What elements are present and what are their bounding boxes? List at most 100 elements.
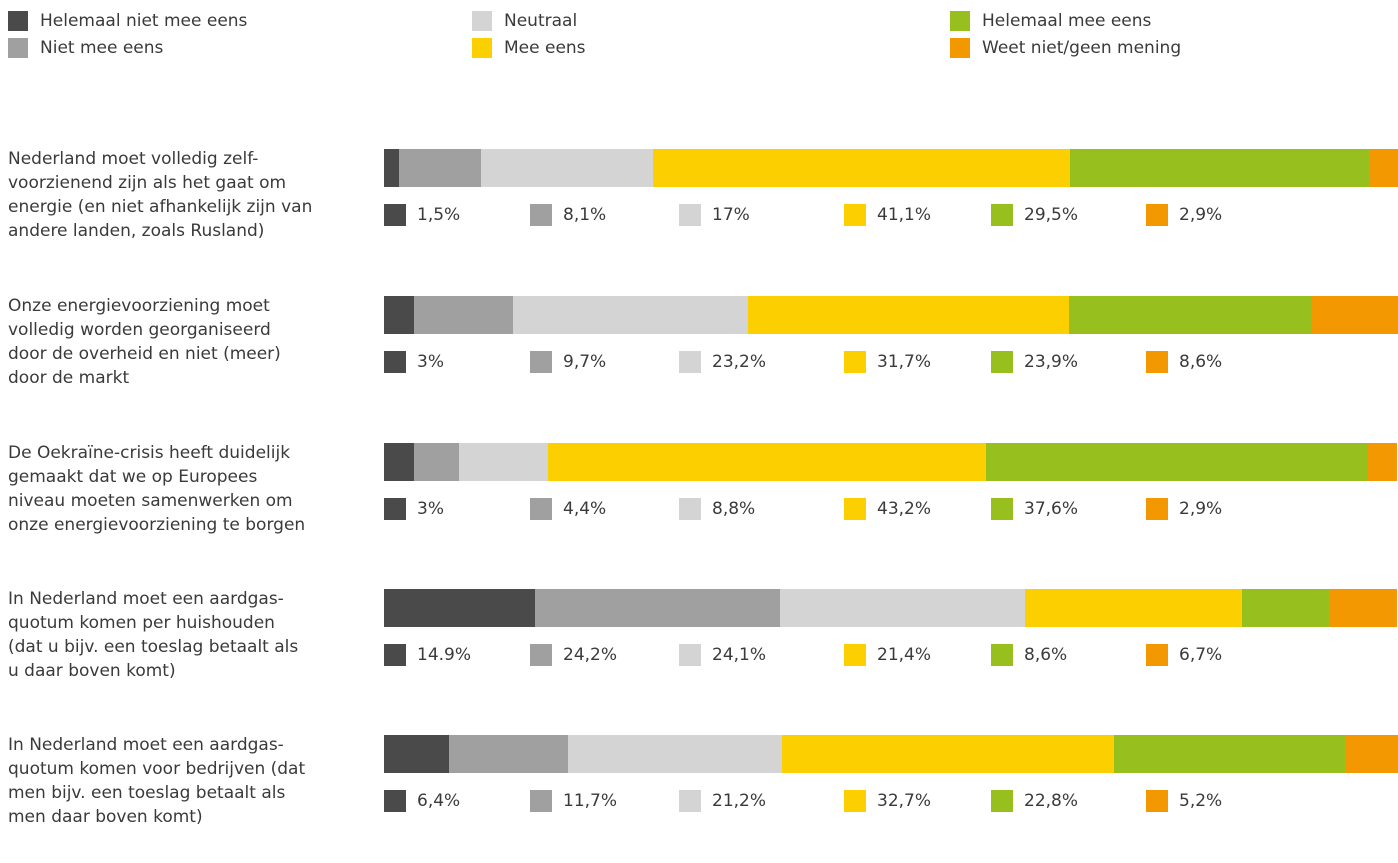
row-label-line: door de overheid en niet (meer) bbox=[8, 344, 281, 364]
bar-segment bbox=[1329, 589, 1397, 627]
legend-swatch bbox=[950, 38, 970, 58]
legend-item: Neutraal bbox=[472, 10, 577, 32]
value-swatch bbox=[844, 790, 866, 812]
bar-segment bbox=[1114, 735, 1346, 773]
value-label: 37,6% bbox=[991, 497, 1078, 521]
row-label: Onze energievoorziening moet volledig wor… bbox=[8, 294, 358, 390]
stacked-bar bbox=[384, 735, 1398, 773]
value-swatch bbox=[1146, 498, 1168, 520]
bar-segment bbox=[512, 296, 748, 334]
value-text: 23,9% bbox=[1024, 352, 1079, 372]
stacked-bar bbox=[384, 589, 1398, 627]
value-label: 31,7% bbox=[844, 350, 931, 374]
bar-segment bbox=[1024, 589, 1242, 627]
legend-label: Helemaal mee eens bbox=[982, 11, 1152, 31]
value-text: 22,8% bbox=[1024, 791, 1079, 811]
value-text: 8,8% bbox=[712, 499, 756, 519]
value-text: 43,2% bbox=[877, 499, 932, 519]
value-swatch bbox=[844, 204, 866, 226]
value-label: 14.9% bbox=[384, 643, 471, 667]
value-text: 11,7% bbox=[563, 791, 618, 811]
value-text: 2,9% bbox=[1179, 205, 1223, 225]
value-label: 11,7% bbox=[530, 789, 617, 813]
value-label: 43,2% bbox=[844, 497, 931, 521]
value-text: 14.9% bbox=[417, 645, 472, 665]
value-label: 2,9% bbox=[1146, 497, 1222, 521]
value-text: 23,2% bbox=[712, 352, 767, 372]
value-text: 8,6% bbox=[1024, 645, 1068, 665]
chart-legend: Helemaal niet mee eens Niet mee eens Neutr… bbox=[0, 10, 1398, 70]
value-swatch bbox=[679, 204, 701, 226]
value-text: 3% bbox=[417, 499, 444, 519]
value-text: 32,7% bbox=[877, 791, 932, 811]
value-text: 21,2% bbox=[712, 791, 767, 811]
bar-segment bbox=[481, 149, 654, 187]
value-label: 23,2% bbox=[679, 350, 766, 374]
value-text: 17% bbox=[712, 205, 750, 225]
chart-row: Nederland moet volledig zelf-voorzienend… bbox=[0, 147, 1398, 277]
stacked-bar bbox=[384, 296, 1398, 334]
value-text: 41,1% bbox=[877, 205, 932, 225]
chart-row: In Nederland moet een aardgas-quotum kom… bbox=[0, 733, 1398, 863]
value-swatch bbox=[991, 351, 1013, 373]
value-swatch bbox=[991, 790, 1013, 812]
row-label-line: De Oekraïne-crisis heeft duidelijk bbox=[8, 443, 291, 463]
value-labels: 3% 4,4% 8,8% 43,2% 37,6% 2,9% bbox=[384, 497, 1398, 521]
chart-row: In Nederland moet een aardgas-quotum kom… bbox=[0, 587, 1398, 717]
bar-segment bbox=[548, 443, 987, 481]
value-text: 24,1% bbox=[712, 645, 767, 665]
bar-segment bbox=[384, 149, 400, 187]
value-text: 31,7% bbox=[877, 352, 932, 372]
value-swatch bbox=[679, 644, 701, 666]
bar-segment bbox=[782, 735, 1115, 773]
legend-item: Helemaal mee eens bbox=[950, 10, 1151, 32]
value-swatch bbox=[384, 644, 406, 666]
value-labels: 1,5% 8,1% 17% 41,1% 29,5% 2,9% bbox=[384, 203, 1398, 227]
row-label: De Oekraïne-crisis heeft duidelijk gemaak… bbox=[8, 441, 358, 537]
row-label: In Nederland moet een aardgas-quotum kom… bbox=[8, 587, 358, 683]
value-text: 3% bbox=[417, 352, 444, 372]
value-text: 6,4% bbox=[417, 791, 461, 811]
value-labels: 3% 9,7% 23,2% 31,7% 23,9% 8,6% bbox=[384, 350, 1398, 374]
value-swatch bbox=[1146, 204, 1168, 226]
value-label: 17% bbox=[679, 203, 750, 227]
value-text: 4,4% bbox=[563, 499, 607, 519]
bar-segment bbox=[1345, 735, 1398, 773]
bar-segment bbox=[1368, 149, 1398, 187]
value-swatch bbox=[844, 498, 866, 520]
value-labels: 6,4% 11,7% 21,2% 32,7% 22,8% 5,2% bbox=[384, 789, 1398, 813]
bar-segment bbox=[414, 443, 460, 481]
row-label-line: door de markt bbox=[8, 368, 130, 388]
legend-item: Helemaal niet mee eens bbox=[8, 10, 247, 32]
value-label: 4,4% bbox=[530, 497, 606, 521]
value-label: 6,7% bbox=[1146, 643, 1222, 667]
value-text: 2,9% bbox=[1179, 499, 1223, 519]
value-label: 1,5% bbox=[384, 203, 460, 227]
value-text: 1,5% bbox=[417, 205, 461, 225]
value-label: 9,7% bbox=[530, 350, 606, 374]
bar-segment bbox=[384, 443, 415, 481]
value-text: 29,5% bbox=[1024, 205, 1079, 225]
row-label-line: voorzienend zijn als het gaat om bbox=[8, 173, 287, 193]
value-text: 8,6% bbox=[1179, 352, 1223, 372]
value-label: 8,6% bbox=[991, 643, 1067, 667]
bar-segment bbox=[399, 149, 482, 187]
row-label-line: (dat u bijv. een toeslag betaalt als bbox=[8, 637, 299, 657]
row-label-line: Nederland moet volledig zelf- bbox=[8, 149, 259, 169]
legend-label: Helemaal niet mee eens bbox=[40, 11, 248, 31]
row-label-line: energie (en niet afhankelijk zijn van bbox=[8, 197, 313, 217]
row-label-line: volledig worden georganiseerd bbox=[8, 320, 271, 340]
legend-swatch bbox=[8, 38, 28, 58]
row-label-line: men daar boven komt) bbox=[8, 807, 203, 827]
bar-segment bbox=[1367, 443, 1397, 481]
bar-segment bbox=[567, 735, 783, 773]
bar-segment bbox=[1069, 149, 1369, 187]
value-text: 24,2% bbox=[563, 645, 618, 665]
bar-segment bbox=[384, 589, 536, 627]
bar-segment bbox=[535, 589, 781, 627]
value-label: 3% bbox=[384, 350, 444, 374]
bar-segment bbox=[459, 443, 549, 481]
value-label: 8,6% bbox=[1146, 350, 1222, 374]
value-label: 8,1% bbox=[530, 203, 606, 227]
bar-segment bbox=[653, 149, 1070, 187]
